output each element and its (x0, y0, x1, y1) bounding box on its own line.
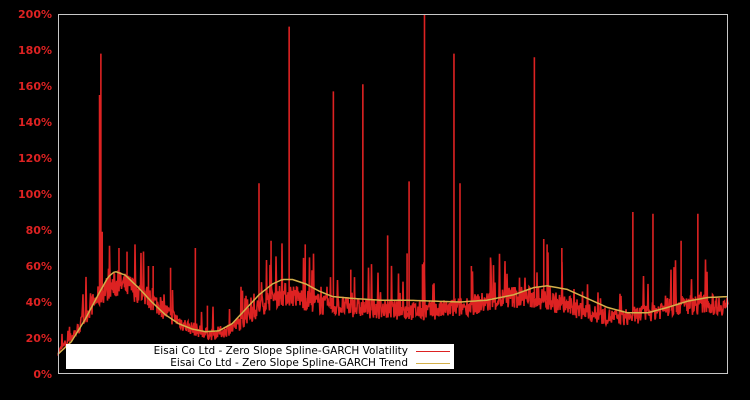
trend-series-line (57, 271, 729, 355)
y-tick-label: 160% (18, 80, 52, 93)
legend-label: Eisai Co Ltd - Zero Slope Spline-GARCH T… (170, 357, 408, 369)
y-tick-label: 100% (18, 188, 52, 201)
legend-item-volatility: Eisai Co Ltd - Zero Slope Spline-GARCH V… (154, 345, 454, 357)
y-tick-label: 180% (18, 44, 52, 57)
y-tick-label: 80% (25, 224, 52, 237)
legend-swatch-line (416, 350, 450, 352)
y-tick-label: 40% (25, 296, 52, 309)
y-tick-label: 20% (25, 332, 52, 345)
legend-label: Eisai Co Ltd - Zero Slope Spline-GARCH V… (153, 345, 408, 357)
y-tick-label: 0% (33, 368, 52, 381)
y-tick-label: 60% (25, 260, 52, 273)
legend: Eisai Co Ltd - Zero Slope Spline-GARCH V… (66, 344, 454, 369)
plot-frame (58, 14, 728, 374)
volatility-series-line (57, 14, 729, 356)
legend-item-trend: Eisai Co Ltd - Zero Slope Spline-GARCH T… (170, 357, 454, 369)
volatility-path (57, 14, 729, 356)
y-tick-label: 120% (18, 152, 52, 165)
legend-swatch-line (416, 362, 450, 364)
y-tick-label: 200% (18, 8, 52, 21)
y-tick-label: 140% (18, 116, 52, 129)
